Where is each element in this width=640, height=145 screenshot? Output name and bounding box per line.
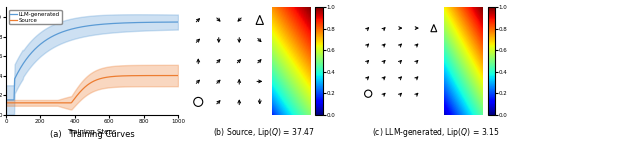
LLM-generated [108,23,115,25]
Source [158,75,166,76]
LLM-generated [104,23,112,25]
Text: (b) Source, Lip($Q$) = 37.47: (b) Source, Lip($Q$) = 37.47 [213,126,315,139]
LLM-generated [174,21,182,23]
Source [2,102,10,104]
Source [174,75,182,76]
Source [104,76,111,78]
LLM-generated [158,21,166,23]
Line: Source: Source [6,76,178,103]
Text: (c) LLM-generated, Lip($Q$) = 3.15: (c) LLM-generated, Lip($Q$) = 3.15 [372,126,500,139]
Source [108,76,115,78]
Source [147,75,155,76]
LLM-generated [2,99,10,101]
Text: (a)   Training Curves: (a) Training Curves [50,130,134,139]
LLM-generated [147,21,155,23]
Source [3,102,10,104]
LLM-generated [3,99,10,101]
X-axis label: Training Steps: Training Steps [67,129,116,135]
LLM-generated [104,23,111,25]
Legend: LLM-generated, Source: LLM-generated, Source [9,10,61,25]
Line: LLM-generated: LLM-generated [6,22,178,100]
Source [104,76,112,78]
